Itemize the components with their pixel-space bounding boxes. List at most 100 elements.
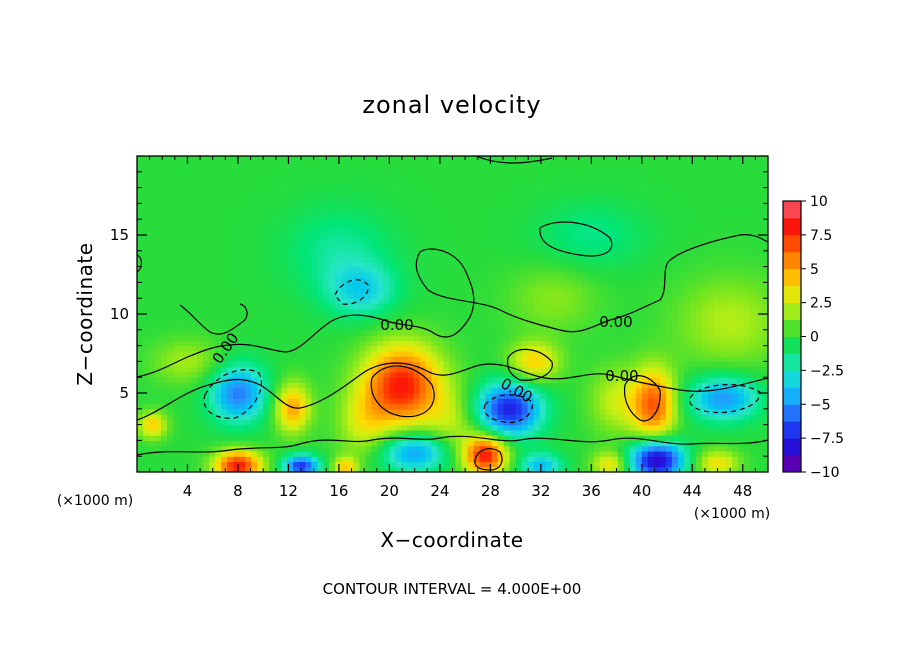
heat-cell: [563, 435, 571, 441]
heat-cell: [509, 461, 517, 468]
heat-cell: [407, 329, 415, 336]
heat-cell: [503, 382, 511, 389]
heat-cell: [251, 424, 258, 431]
heat-cell: [191, 198, 198, 204]
heat-cell: [383, 377, 390, 384]
heat-cell: [395, 361, 403, 368]
heat-cell: [629, 329, 637, 336]
heat-cell: [299, 398, 306, 405]
heat-cell: [341, 429, 348, 436]
heat-cell: [533, 240, 541, 247]
heat-cell: [383, 371, 390, 378]
heat-cell: [335, 161, 342, 168]
heat-cell: [167, 192, 174, 199]
heat-cell: [383, 235, 390, 241]
heat-cell: [167, 261, 174, 268]
heat-cell: [341, 403, 348, 410]
heat-cell: [215, 424, 222, 431]
heat-cell: [593, 245, 601, 252]
heat-cell: [203, 161, 210, 168]
heat-cell: [581, 440, 589, 447]
heat-cell: [239, 261, 246, 268]
heat-cell: [287, 298, 294, 305]
heat-cell: [479, 271, 487, 278]
heat-cell: [401, 161, 409, 168]
heat-cell: [299, 213, 306, 220]
heat-cell: [371, 161, 378, 168]
heat-cell: [407, 177, 415, 183]
heat-cell: [581, 419, 589, 426]
heat-cell: [455, 424, 463, 431]
heat-cell: [563, 319, 571, 326]
heat-cell: [617, 387, 625, 394]
heat-cell: [329, 424, 336, 431]
heat-cell: [401, 277, 409, 283]
heat-cell: [617, 371, 625, 378]
heat-cell: [473, 314, 481, 320]
heat-cell: [557, 308, 565, 315]
heat-cell: [329, 435, 336, 441]
heat-cell: [461, 271, 469, 278]
heat-cell: [257, 445, 264, 452]
heat-cell: [581, 213, 589, 220]
heat-cell: [473, 308, 481, 315]
heat-cell: [167, 324, 174, 331]
heat-cell: [239, 240, 246, 247]
heat-cell: [485, 382, 493, 389]
heat-cell: [587, 361, 595, 368]
heat-cell: [137, 171, 144, 178]
heat-cell: [431, 177, 439, 183]
heat-cell: [161, 440, 168, 447]
heat-cell: [299, 292, 306, 299]
heat-cell: [335, 292, 342, 299]
heat-cell: [137, 445, 144, 452]
heat-cell: [275, 287, 282, 294]
heat-cell: [335, 224, 342, 231]
heat-cell: [215, 161, 222, 168]
heat-cell: [353, 329, 360, 336]
heat-cell: [197, 361, 204, 368]
heat-cell: [191, 340, 198, 347]
heat-cell: [629, 387, 637, 394]
heat-cell: [299, 182, 306, 189]
heat-cell: [221, 377, 228, 384]
heat-cell: [191, 287, 198, 294]
heat-cell: [215, 271, 222, 278]
heat-cell: [629, 445, 637, 452]
heat-cell: [545, 213, 553, 220]
heat-cell: [203, 271, 210, 278]
heat-cell: [461, 224, 469, 231]
heat-cell: [623, 345, 631, 352]
heat-cell: [473, 166, 481, 173]
heat-cell: [401, 350, 409, 357]
heat-cell: [263, 440, 270, 447]
heat-cell: [569, 366, 577, 373]
heat-cell: [533, 461, 541, 468]
heat-cell: [593, 398, 601, 405]
heat-cell: [317, 198, 324, 204]
heat-cell: [191, 171, 198, 178]
heat-cell: [389, 192, 397, 199]
heat-cell: [275, 393, 282, 399]
heat-cell: [569, 314, 577, 320]
heat-cell: [605, 213, 613, 220]
heat-cell: [305, 229, 312, 236]
heat-cell: [431, 250, 439, 257]
heat-cell: [437, 361, 445, 368]
heat-cell: [551, 445, 559, 452]
heat-cell: [419, 203, 427, 210]
heat-cell: [557, 250, 565, 257]
heat-cell: [461, 387, 469, 394]
heat-cell: [437, 229, 445, 236]
heat-cell: [545, 261, 553, 268]
heat-cell: [161, 235, 168, 241]
heat-cell: [581, 303, 589, 310]
heat-cell: [503, 187, 511, 194]
heat-cell: [329, 271, 336, 278]
heat-cell: [443, 450, 451, 457]
heat-cell: [173, 198, 180, 204]
heat-cell: [263, 171, 270, 178]
heat-cell: [449, 456, 457, 463]
heat-cell: [527, 282, 535, 289]
heat-cell: [371, 292, 378, 299]
